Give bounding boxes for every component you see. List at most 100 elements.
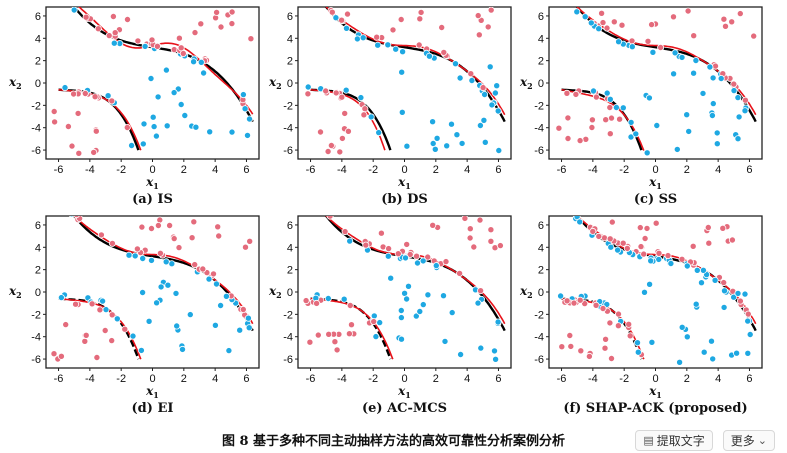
sample-point: [360, 111, 368, 119]
sample-point: [57, 190, 63, 196]
sample-point: [131, 252, 139, 260]
sample-point: [244, 314, 252, 322]
sample-point: [385, 245, 393, 253]
plot-area: [557, 216, 757, 366]
sample-point: [706, 63, 714, 71]
sample-point: [147, 75, 155, 83]
x-tick-label: -2: [619, 373, 629, 385]
sample-point: [608, 114, 616, 122]
sample-point: [699, 89, 707, 97]
sample-point: [456, 74, 464, 82]
sample-point: [191, 261, 199, 269]
sample-point: [324, 147, 332, 155]
sample-point: [733, 349, 741, 357]
sample-point: [477, 344, 485, 352]
sample-point: [327, 141, 335, 149]
sample-point: [709, 100, 717, 108]
sample-point: [92, 127, 100, 135]
y-tick-label: -6: [534, 145, 544, 157]
x-tick-label: -2: [368, 373, 378, 385]
sample-point: [108, 311, 116, 319]
y-tick-label: 6: [287, 220, 293, 232]
y-tick-label: -6: [31, 145, 41, 157]
x-tick-label: -4: [85, 164, 95, 176]
y-tick-label: 0: [287, 78, 293, 90]
sample-point: [94, 25, 102, 33]
sample-point: [655, 249, 663, 257]
sample-point: [145, 317, 153, 325]
sample-point: [458, 139, 466, 147]
y-tick-label: -2: [534, 100, 544, 112]
sample-point: [72, 300, 80, 308]
sample-point: [476, 122, 484, 130]
sample-point: [362, 241, 370, 249]
sample-point: [424, 291, 432, 299]
sample-point: [316, 128, 324, 136]
plot-frame: [297, 6, 512, 160]
sample-point: [199, 265, 207, 273]
x-axis-label: x1: [145, 175, 159, 191]
extract-text-button[interactable]: ▤ 提取文字: [635, 430, 713, 451]
y-tick-label: 4: [287, 33, 293, 45]
sample-point: [709, 74, 717, 82]
sample-point: [345, 330, 353, 338]
image-toolbar: ▤ 提取文字 更多 ⌄: [635, 430, 775, 451]
sample-point: [678, 53, 686, 61]
sample-point: [314, 331, 322, 339]
sample-point: [735, 113, 743, 121]
sample-point: [57, 352, 65, 360]
sample-point: [247, 35, 255, 43]
sample-point: [82, 13, 90, 21]
sample-point: [344, 127, 352, 135]
more-button[interactable]: 更多 ⌄: [722, 430, 775, 451]
x-tick-label: 6: [243, 373, 249, 385]
sample-point: [563, 89, 571, 97]
sample-point: [191, 29, 199, 37]
sample-point: [692, 300, 700, 308]
sample-point: [75, 149, 83, 157]
sample-point: [178, 345, 186, 353]
y-tick-label: 0: [538, 287, 544, 299]
sample-point: [134, 37, 142, 45]
sample-point: [175, 34, 183, 42]
sample-point: [438, 23, 446, 31]
sample-point: [398, 68, 406, 76]
x-axis-label: x1: [397, 175, 411, 191]
sample-point: [626, 332, 634, 340]
sample-point: [601, 344, 609, 352]
sample-point: [730, 80, 738, 88]
sample-point: [111, 29, 119, 37]
sample-point: [599, 19, 607, 27]
sample-point: [197, 20, 205, 28]
sample-point: [429, 118, 437, 126]
sample-point: [401, 254, 409, 262]
sample-point: [563, 297, 571, 305]
sample-point: [744, 317, 752, 325]
x-tick-label: -4: [85, 373, 95, 385]
sample-point: [599, 304, 607, 312]
sample-point: [225, 347, 233, 355]
x-tick-label: 4: [715, 373, 721, 385]
sample-point: [494, 107, 502, 115]
y-tick-label: -4: [31, 332, 41, 344]
sample-point: [416, 15, 424, 23]
sample-point: [573, 8, 581, 16]
sample-point: [491, 89, 499, 97]
sample-point: [147, 256, 155, 264]
x-tick-label: -6: [54, 373, 64, 385]
y-tick-label: -2: [31, 309, 41, 321]
sample-point: [576, 137, 584, 145]
sample-point: [181, 112, 189, 120]
y-tick-label: 2: [287, 265, 293, 277]
sample-point: [736, 10, 744, 18]
sample-point: [109, 12, 117, 20]
sample-point: [313, 299, 321, 307]
sample-point: [61, 84, 69, 92]
sample-point: [646, 280, 654, 288]
sample-point: [734, 94, 742, 102]
sample-point: [625, 320, 633, 328]
y-tick-label: 4: [538, 33, 544, 45]
sample-point: [581, 13, 589, 21]
sample-point: [310, 193, 316, 199]
sample-point: [214, 223, 222, 231]
